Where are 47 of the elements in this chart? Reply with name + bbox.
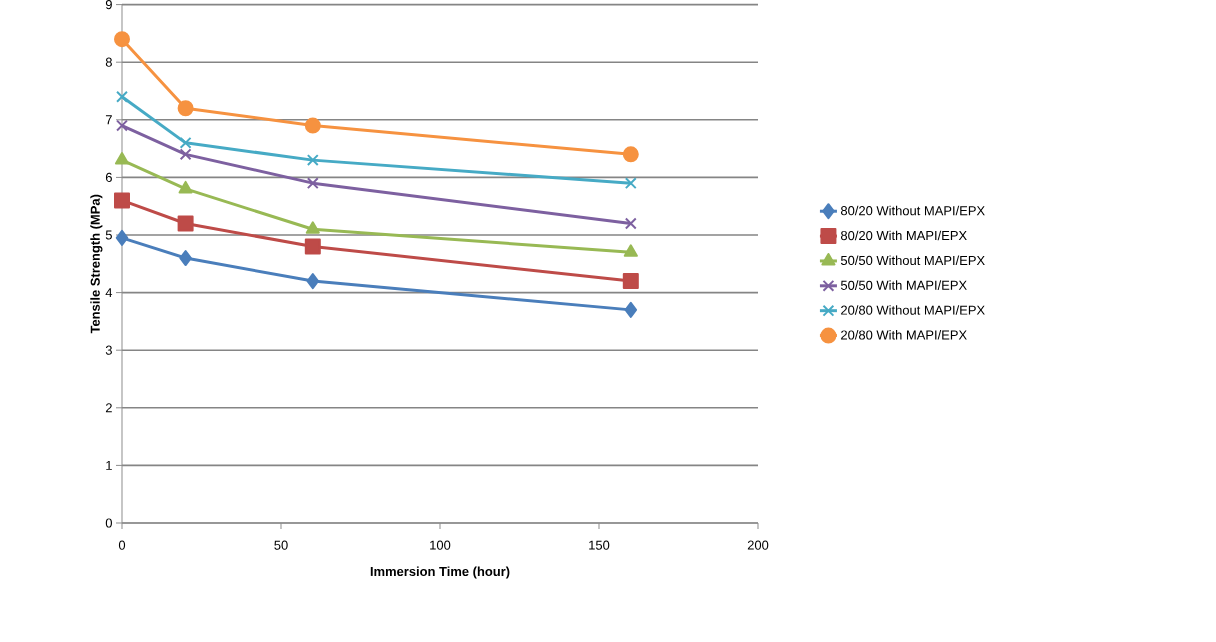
point — [114, 152, 130, 165]
legend-label: 80/20 Without MAPI/EPX — [840, 205, 985, 216]
y-tick-label: 6 — [105, 172, 112, 182]
x-axis-title: Immersion Time (hour) — [370, 566, 510, 579]
point — [179, 148, 192, 161]
y-tick-label: 0 — [105, 518, 112, 528]
point — [624, 301, 638, 318]
x-tick-label: 150 — [589, 540, 610, 550]
y-tick-label: 2 — [105, 403, 112, 413]
x-tick-label: 200 — [747, 540, 769, 550]
point — [177, 215, 194, 232]
point — [114, 31, 130, 48]
legend-label: 50/50 With MAPI/EPX — [840, 280, 967, 290]
y-tick-label: 5 — [105, 230, 112, 240]
point — [306, 154, 319, 167]
point — [116, 119, 128, 132]
y-tick-label: 8 — [105, 57, 112, 67]
legend-label: 20/80 Without MAPI/EPX — [841, 305, 985, 315]
point — [116, 90, 128, 103]
y-axis-title: Tensile Strength (MPa) — [90, 194, 103, 334]
point — [306, 177, 319, 190]
point — [624, 177, 637, 190]
point — [304, 117, 321, 134]
point — [622, 273, 639, 290]
point — [623, 244, 638, 257]
y-tick-label: 3 — [105, 345, 112, 355]
y-tick-label: 4 — [105, 288, 113, 298]
point — [177, 100, 194, 117]
y-tick-label: 7 — [105, 115, 112, 125]
x-tick-label: 50 — [274, 540, 288, 550]
x-tick-label: 100 — [430, 540, 451, 550]
point — [622, 146, 639, 163]
point — [624, 217, 637, 230]
x-tick-label: 0 — [118, 540, 126, 550]
point — [179, 136, 192, 149]
point — [115, 229, 129, 246]
y-tick-label: 9 — [105, 0, 112, 10]
legend-label: 80/20 With MAPI/EPX — [840, 230, 967, 241]
point — [304, 238, 321, 255]
point — [306, 273, 320, 290]
point — [179, 250, 192, 267]
y-tick-label: 1 — [106, 460, 112, 470]
point — [178, 180, 193, 194]
legend-label: 20/80 With MAPI/EPX — [841, 330, 967, 340]
point — [114, 192, 130, 209]
legend-label: 50/50 Without MAPI/EPX — [840, 255, 985, 266]
point — [305, 221, 320, 234]
